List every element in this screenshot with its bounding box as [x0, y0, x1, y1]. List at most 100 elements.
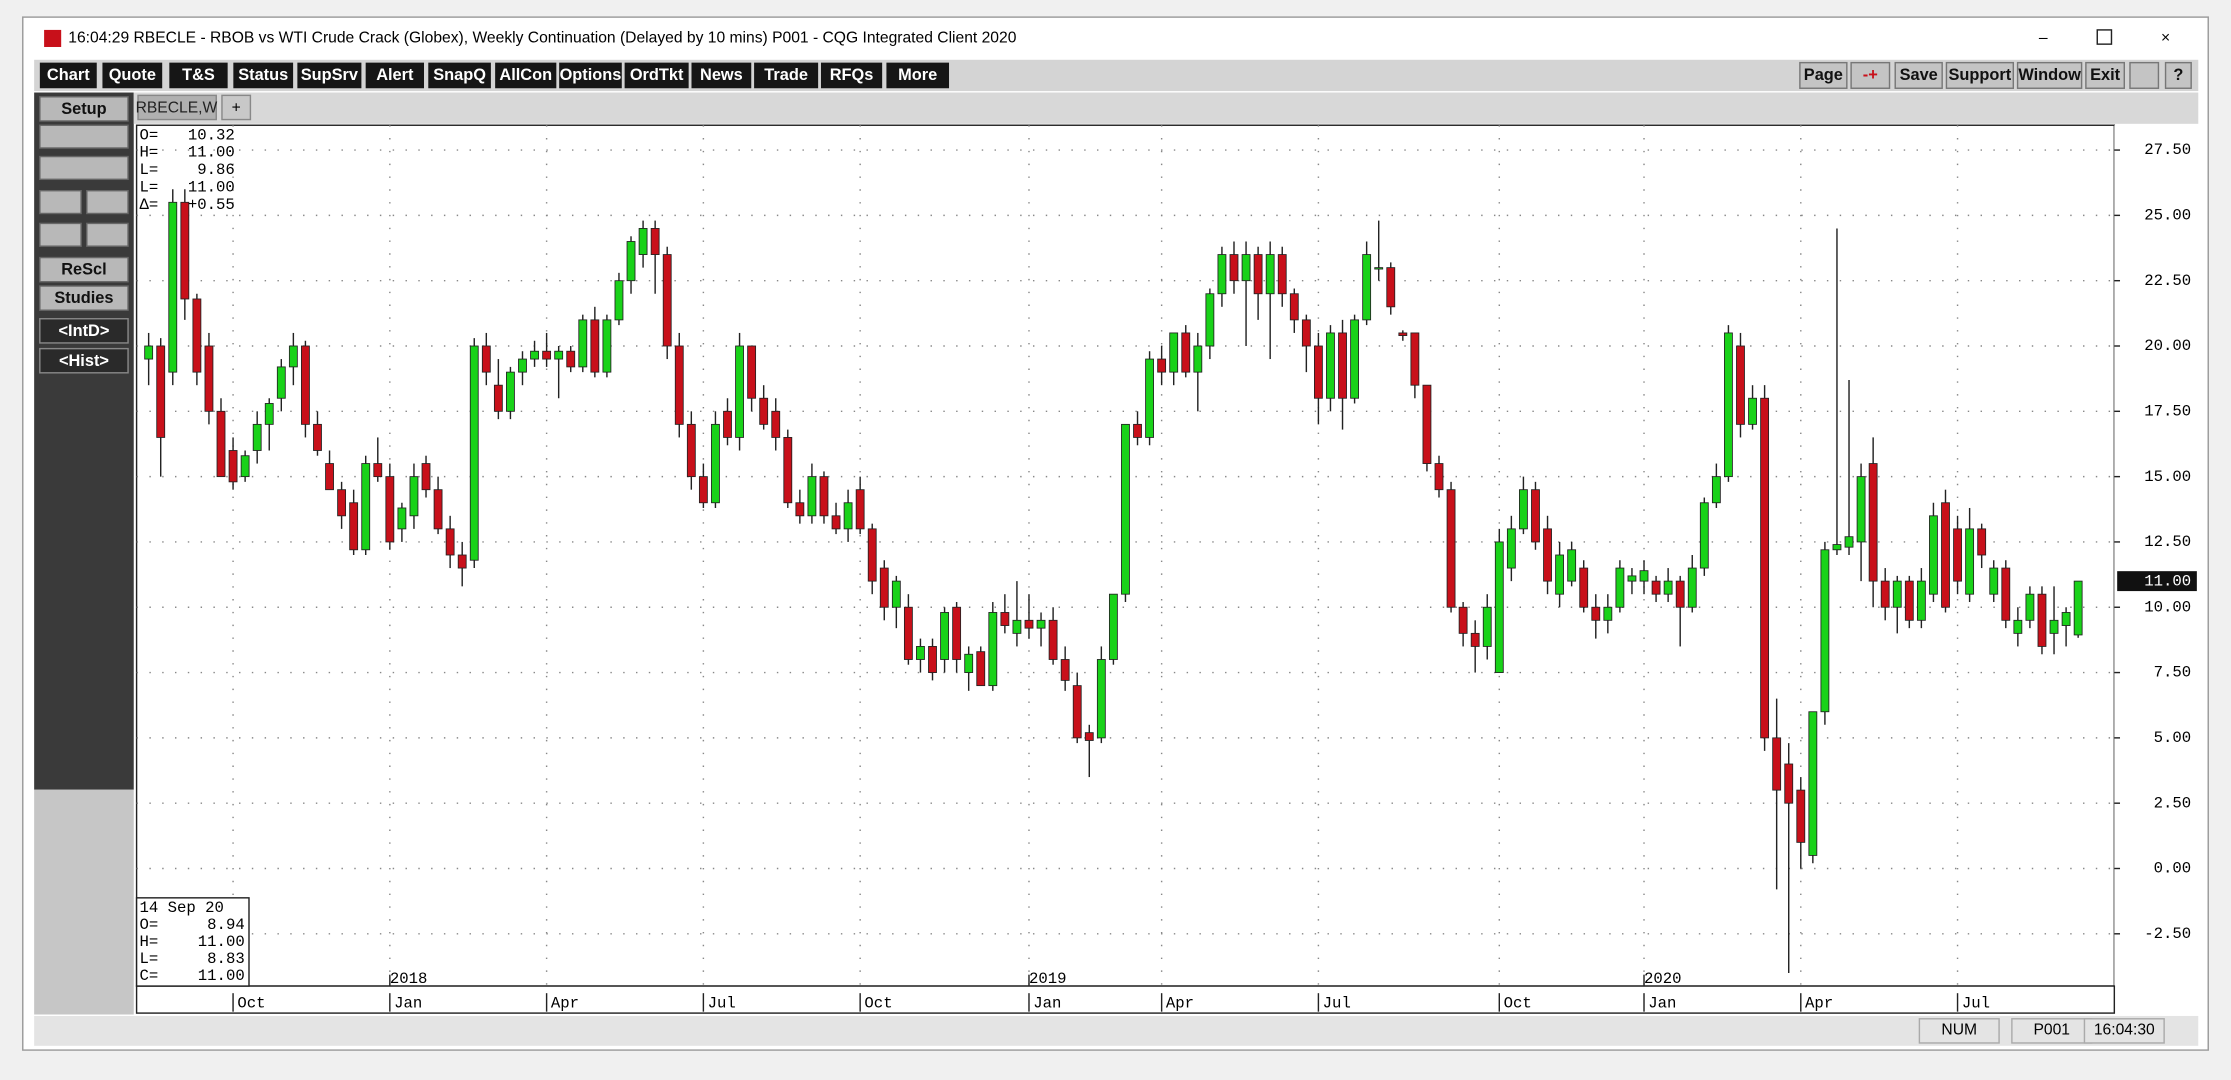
- menu-button[interactable]: [1850, 61, 1891, 89]
- candle-body: [602, 319, 612, 373]
- menu-button[interactable]: [169, 62, 228, 89]
- candle-body: [1108, 593, 1118, 660]
- menu-button[interactable]: [297, 62, 362, 89]
- candle-body: [445, 528, 455, 556]
- candle-body: [1048, 619, 1058, 660]
- menu-button[interactable]: [691, 62, 752, 89]
- candle-body: [1711, 476, 1721, 504]
- candle-body: [1687, 567, 1697, 608]
- candle-body: [1796, 789, 1806, 843]
- maximize[interactable]: [2096, 29, 2113, 45]
- candle-body: [469, 345, 479, 561]
- x-tick-label: Jul: [1962, 994, 1990, 1012]
- side-button[interactable]: [39, 256, 129, 283]
- x-tick-label: Apr: [1166, 994, 1194, 1012]
- candle-body: [481, 345, 491, 373]
- menu-button[interactable]: [754, 62, 819, 89]
- menu-label: T&S: [182, 66, 215, 84]
- icon-button[interactable]: [39, 189, 82, 215]
- candle-body: [1531, 489, 1540, 543]
- candle-body: [276, 366, 286, 399]
- menu-button[interactable]: [1945, 61, 2015, 89]
- candle-body: [457, 554, 467, 569]
- icon-button[interactable]: [39, 222, 82, 247]
- candle-body: [807, 476, 817, 517]
- candle-body: [843, 502, 853, 530]
- x-tick-label: Apr: [551, 994, 579, 1012]
- menu-button[interactable]: [39, 62, 97, 89]
- menu-button[interactable]: [559, 62, 622, 89]
- candle-body: [1965, 528, 1975, 595]
- x-tick-label: Jan: [1033, 994, 1061, 1012]
- menu-label: AllCon: [499, 66, 552, 84]
- menu-label: Exit: [2090, 66, 2121, 84]
- candle-body: [674, 345, 684, 425]
- candle-body: [1470, 632, 1480, 647]
- menu-button[interactable]: [2085, 61, 2125, 89]
- menu-button[interactable]: [495, 62, 557, 89]
- menu-button[interactable]: [102, 62, 163, 89]
- candle-body: [1941, 502, 1950, 608]
- y-tick-label: 12.50: [2144, 533, 2191, 551]
- candle-body: [1024, 619, 1034, 629]
- icon-button[interactable]: [39, 155, 129, 181]
- candle-body: [1000, 612, 1010, 626]
- candle-body: [2001, 567, 2011, 621]
- side-button[interactable]: [39, 96, 129, 122]
- menu-label: OrdTkt: [630, 66, 684, 84]
- candle-body: [144, 345, 154, 360]
- candle-body: [867, 528, 877, 582]
- candle-body: [264, 403, 274, 425]
- candle-body: [879, 567, 889, 608]
- side-button[interactable]: [39, 285, 129, 311]
- info-value: 8.83: [207, 950, 245, 968]
- icon-button[interactable]: [86, 222, 129, 247]
- menu-button[interactable]: [1894, 61, 1943, 89]
- y-tick-label: 25.00: [2144, 207, 2191, 225]
- candle-body: [1374, 267, 1384, 270]
- x-tick-label: Jul: [1323, 994, 1351, 1012]
- menu-button[interactable]: [886, 62, 950, 89]
- status-cell: [1918, 1018, 2000, 1044]
- candle-body: [891, 580, 901, 608]
- x-tick-label: Jan: [394, 994, 422, 1012]
- status-text: 16:04:30: [2094, 1021, 2155, 1038]
- candle-body: [1989, 567, 1999, 595]
- y-tick-label: 20.00: [2144, 337, 2191, 355]
- menu-button[interactable]: [2016, 61, 2083, 89]
- candle-body: [1289, 293, 1299, 321]
- candle-body: [1338, 332, 1347, 399]
- y-tick-label: 10.00: [2144, 598, 2191, 616]
- menu-button[interactable]: [233, 62, 294, 89]
- new-tab[interactable]: [221, 94, 252, 121]
- candle-body: [1446, 489, 1456, 608]
- candle-body: [1892, 580, 1902, 608]
- minimize[interactable]: –: [2039, 30, 2048, 47]
- candle-body: [916, 646, 925, 660]
- candle-body: [180, 201, 190, 300]
- side-button[interactable]: [39, 318, 129, 344]
- menu-button[interactable]: [624, 62, 689, 89]
- candle-body: [988, 612, 998, 687]
- close[interactable]: ×: [2161, 30, 2170, 47]
- menu-button[interactable]: [365, 62, 425, 89]
- candle-body: [1277, 254, 1287, 295]
- icon-button[interactable]: [39, 124, 129, 149]
- menu-button[interactable]: [2164, 61, 2192, 89]
- tab[interactable]: [137, 94, 217, 121]
- menu-button[interactable]: [820, 62, 883, 89]
- candle-body: [1591, 606, 1601, 621]
- menu-label: Options: [560, 66, 622, 84]
- candle-body: [349, 502, 359, 551]
- menu-button[interactable]: [1799, 61, 1848, 89]
- candle-body: [156, 345, 166, 438]
- candle-body: [1133, 423, 1142, 438]
- icon-button[interactable]: [86, 189, 129, 215]
- candle-body: [1410, 332, 1420, 386]
- candle-body: [1350, 319, 1359, 399]
- menu-button[interactable]: [428, 62, 491, 89]
- side-button[interactable]: [39, 347, 129, 374]
- candle-body: [1482, 606, 1492, 647]
- restore-button[interactable]: [2129, 61, 2160, 89]
- candle-body: [1904, 580, 1914, 621]
